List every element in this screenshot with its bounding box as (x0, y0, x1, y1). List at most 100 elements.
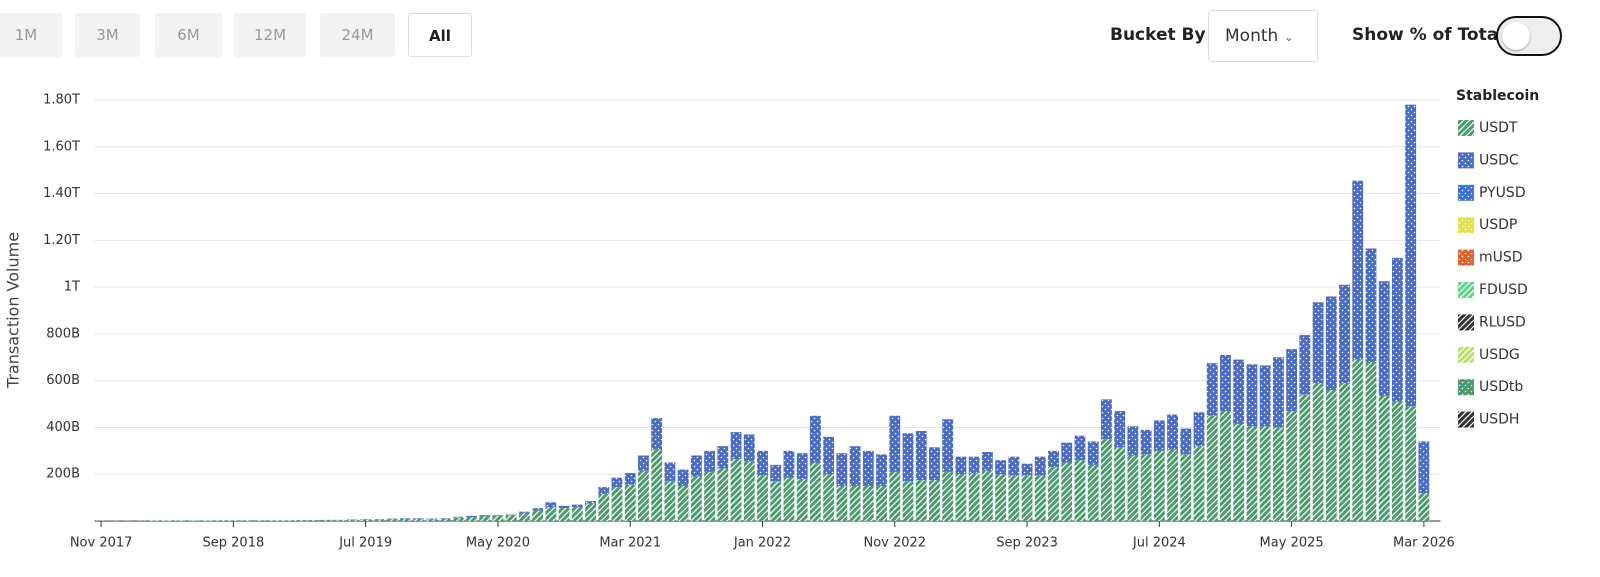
y-tick-label: 200B (46, 467, 80, 482)
bar-segment (664, 462, 676, 482)
bar-segment (214, 520, 226, 521)
bar-segment (1087, 464, 1099, 521)
bar-segment (862, 485, 874, 521)
bar-segment (889, 471, 901, 521)
bar-segment (1008, 456, 1020, 476)
bar-segment (730, 459, 742, 521)
bar-segment (1378, 395, 1390, 521)
bar-segment (294, 520, 305, 521)
y-tick-label: 1.60T (43, 139, 80, 154)
legend-swatch (1458, 217, 1474, 234)
legend-swatch (1458, 152, 1474, 169)
bar-segment (1365, 361, 1377, 521)
bar-segment (1233, 359, 1245, 424)
bar-segment (1127, 455, 1139, 521)
bar-segment (1180, 454, 1192, 521)
x-tick-label: Jul 2024 (1132, 536, 1186, 551)
bar-segment (995, 474, 1007, 521)
bar-segment (836, 453, 848, 486)
bar-segment (624, 484, 636, 521)
bar-segment (254, 520, 266, 521)
toggle[interactable] (1496, 16, 1562, 56)
bar-segment (836, 485, 848, 521)
bucket-dropdown[interactable]: Month ⌄ (1208, 10, 1318, 62)
bar-segment (823, 474, 835, 521)
bar-segment (479, 516, 491, 521)
bar-segment (1034, 475, 1046, 521)
bar-segment (399, 518, 411, 521)
bar-segment (479, 515, 491, 517)
bar-segment (1405, 104, 1417, 407)
bar-segment (651, 418, 663, 450)
bar-segment (809, 462, 821, 521)
bar-segment (558, 508, 570, 521)
bar-segment (638, 470, 649, 521)
bar-segment (796, 453, 808, 479)
bar-segment (1061, 442, 1073, 463)
bar-segment (466, 517, 477, 521)
legend-swatch (1458, 346, 1474, 363)
bar-segment (452, 516, 464, 518)
bar-segment (730, 432, 742, 460)
bar-segment (466, 515, 477, 518)
bar-segment (690, 455, 702, 477)
bar-segment (624, 473, 636, 485)
bar-segment (598, 494, 610, 521)
bar-segment (638, 455, 649, 471)
bar-segment (942, 419, 954, 472)
bar-segment (783, 450, 795, 478)
bar-segment (1206, 363, 1218, 416)
range-button[interactable]: 24M (320, 13, 395, 57)
range-button[interactable]: 1M (0, 13, 62, 57)
legend-label: FDUSD (1479, 282, 1528, 298)
legend-label: USDP (1479, 217, 1517, 233)
bar-segment (1272, 427, 1284, 521)
bar-segment (585, 503, 596, 521)
bar-segment (1008, 475, 1020, 521)
bar-segment (955, 474, 967, 521)
bar-segment (677, 469, 689, 486)
bar-segment (942, 471, 954, 521)
bar-segment (267, 520, 279, 521)
range-button[interactable]: 12M (234, 13, 306, 57)
range-button[interactable]: 6M (155, 13, 222, 57)
bar-segment (968, 456, 980, 474)
bar-segment (717, 468, 729, 521)
bar-segment (915, 430, 927, 481)
legend-swatch (1458, 379, 1474, 396)
bar-segment (241, 520, 253, 521)
y-tick-label: 1.80T (43, 93, 80, 108)
range-button[interactable]: All (408, 13, 472, 57)
bar-segment (876, 454, 887, 486)
bar-segment (505, 515, 517, 521)
bar-segment (1114, 447, 1126, 521)
bar-segment (426, 519, 438, 521)
bar-segment (1048, 467, 1059, 521)
bar-segment (677, 485, 689, 521)
bar-segment (347, 519, 358, 521)
bar-segment (651, 449, 663, 521)
bar-segment (743, 434, 755, 462)
y-axis-label: Transaction Volume (4, 232, 23, 389)
bar-segment (333, 519, 345, 521)
bar-segment (1339, 383, 1350, 521)
bar-segment (743, 461, 755, 521)
bar-segment (1140, 429, 1152, 455)
y-tick-label: 1T (64, 280, 80, 295)
bar-segment (1180, 428, 1192, 455)
bar-segment (585, 501, 596, 504)
bar-segment (704, 471, 716, 521)
bar-segment (1127, 426, 1139, 456)
bar-segment (1193, 446, 1205, 521)
bar-segment (1392, 401, 1403, 521)
bar-segment (757, 475, 768, 521)
bar-segment (995, 460, 1007, 475)
bar-segment (227, 520, 239, 521)
range-button[interactable]: 3M (75, 13, 140, 57)
bar-segment (929, 447, 940, 481)
bar-segment (704, 450, 716, 472)
bar-segment (1246, 364, 1258, 427)
bar-segment (1153, 420, 1165, 451)
bar-segment (1352, 180, 1364, 360)
